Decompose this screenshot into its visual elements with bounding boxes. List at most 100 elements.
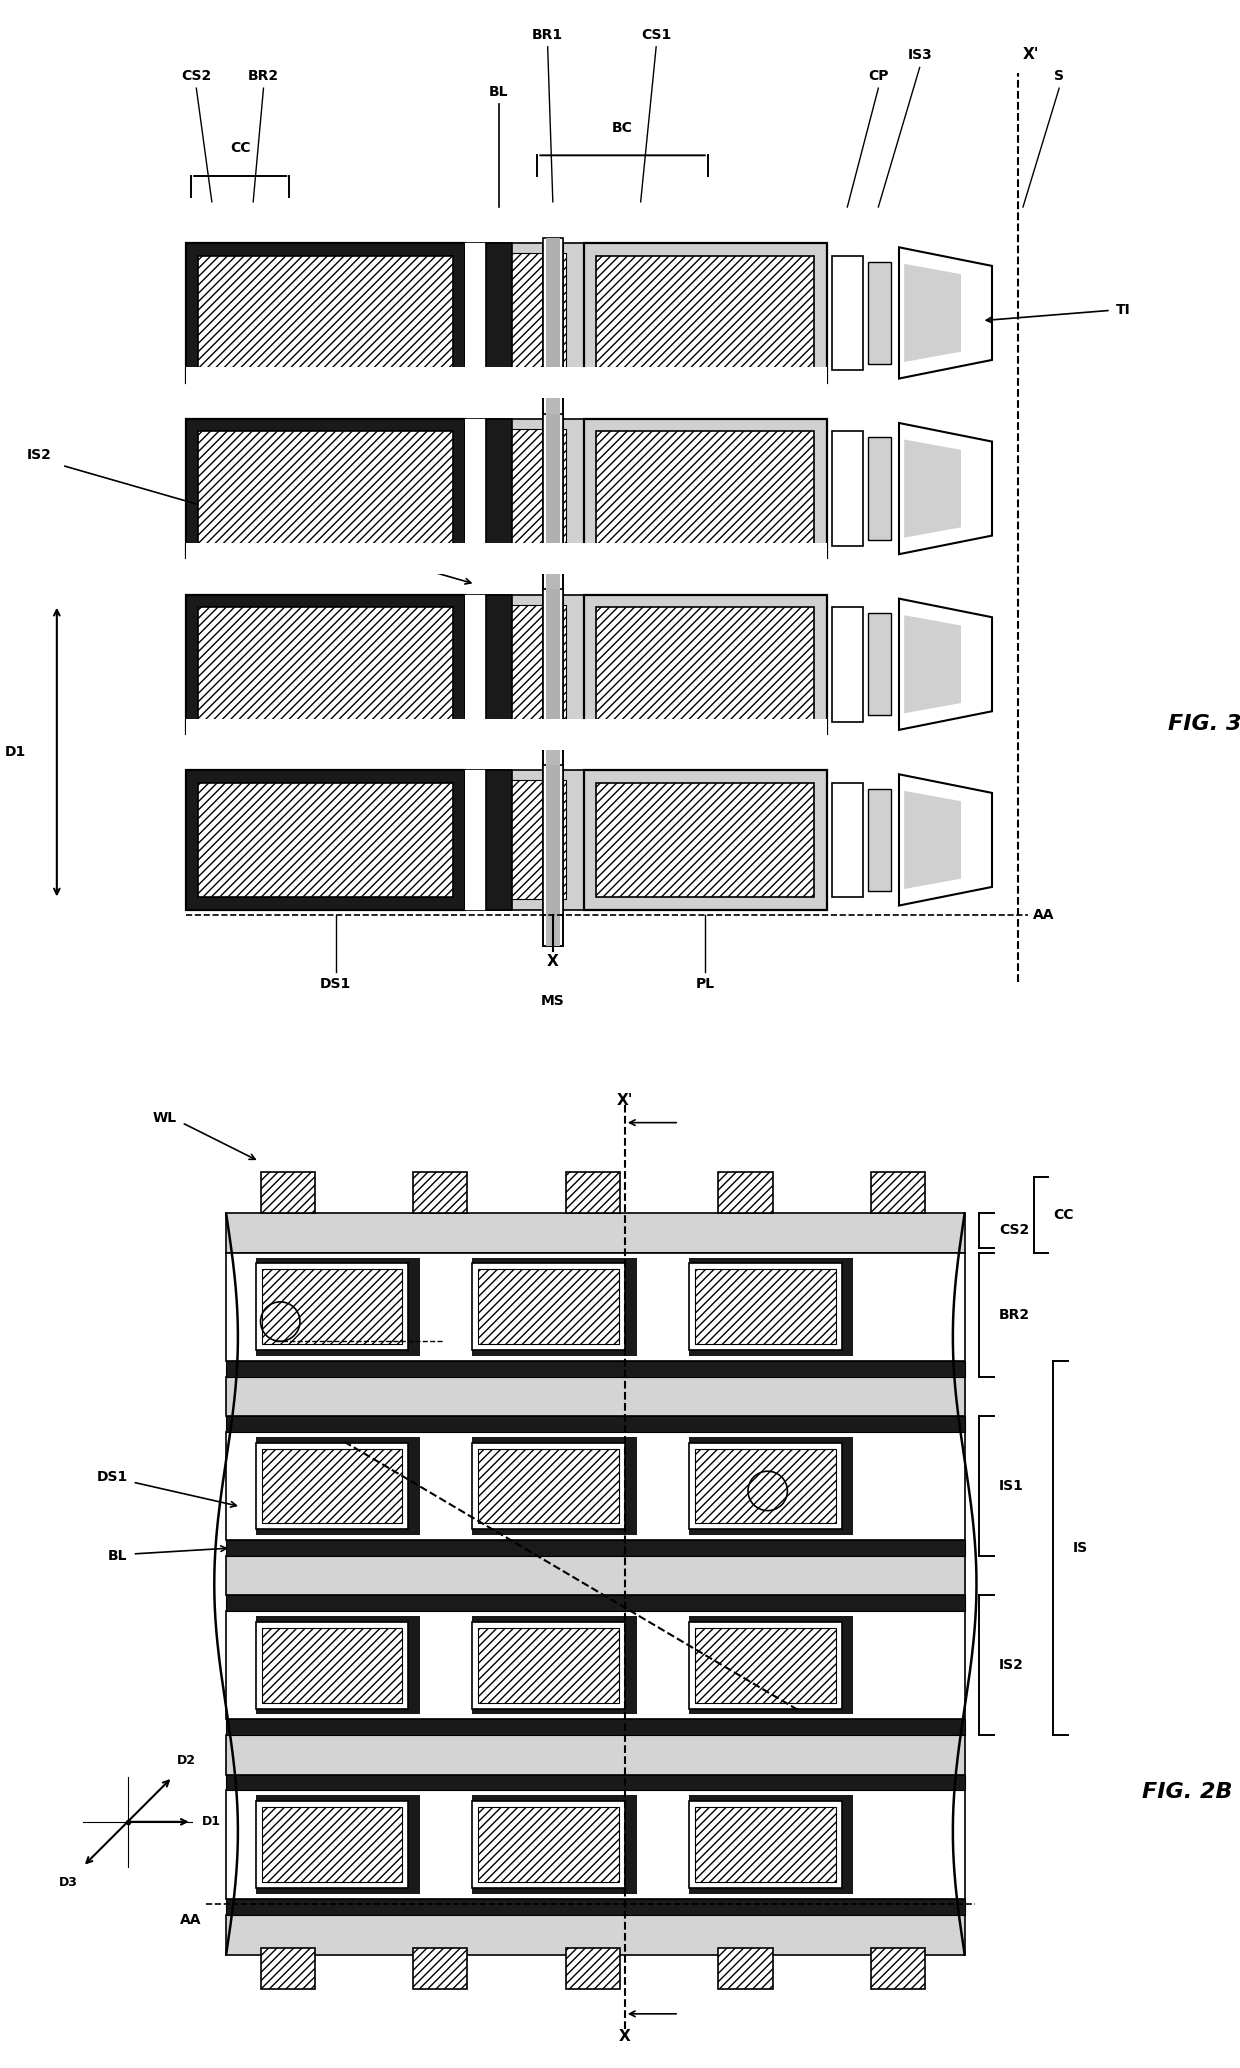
- Bar: [262, 1448, 402, 1524]
- Bar: [465, 420, 584, 558]
- Text: D2: D2: [177, 1754, 196, 1768]
- Text: IS: IS: [1073, 1541, 1089, 1555]
- Polygon shape: [899, 773, 992, 906]
- Bar: [262, 1807, 402, 1882]
- Text: BC: BC: [613, 120, 634, 134]
- Bar: [584, 420, 827, 558]
- Bar: [596, 432, 815, 546]
- Bar: [718, 1948, 773, 1989]
- Bar: [832, 432, 863, 546]
- Bar: [226, 1431, 965, 1541]
- Bar: [868, 788, 890, 891]
- Bar: [186, 734, 827, 749]
- Text: AA: AA: [1033, 908, 1055, 922]
- Bar: [486, 420, 511, 558]
- Bar: [472, 1615, 637, 1714]
- Text: BR2: BR2: [248, 68, 279, 83]
- Bar: [584, 769, 827, 910]
- Bar: [226, 1541, 965, 1555]
- Bar: [479, 1807, 619, 1882]
- Bar: [543, 244, 563, 945]
- Bar: [255, 1801, 408, 1888]
- Text: MS: MS: [541, 995, 564, 1009]
- Bar: [689, 1615, 853, 1714]
- Text: PL: PL: [696, 976, 714, 991]
- Text: S: S: [1054, 68, 1064, 83]
- Text: CC: CC: [229, 141, 250, 155]
- Bar: [694, 1270, 836, 1344]
- Bar: [546, 414, 560, 562]
- Text: FIG. 2B: FIG. 2B: [1142, 1783, 1233, 1803]
- Polygon shape: [904, 790, 961, 889]
- Bar: [486, 594, 511, 734]
- Bar: [413, 1173, 467, 1214]
- Bar: [465, 769, 584, 910]
- Bar: [260, 1948, 315, 1989]
- Text: BL: BL: [108, 1549, 128, 1563]
- Bar: [226, 1611, 965, 1719]
- Text: CP: CP: [868, 68, 889, 83]
- Bar: [226, 1253, 965, 1361]
- Bar: [465, 594, 486, 734]
- Bar: [198, 782, 453, 898]
- Text: X': X': [1023, 48, 1039, 62]
- Polygon shape: [899, 424, 992, 554]
- Bar: [255, 1264, 408, 1350]
- Text: CC: CC: [1053, 1208, 1074, 1222]
- Bar: [832, 782, 863, 898]
- Bar: [868, 263, 890, 364]
- Bar: [694, 1628, 836, 1702]
- Bar: [596, 606, 815, 722]
- Bar: [503, 604, 565, 724]
- Text: FIG. 3B: FIG. 3B: [1168, 713, 1240, 734]
- Bar: [868, 612, 890, 716]
- Bar: [226, 1791, 965, 1898]
- Bar: [565, 1173, 620, 1214]
- Bar: [262, 1628, 402, 1702]
- Bar: [543, 589, 563, 738]
- Bar: [465, 594, 584, 734]
- Bar: [260, 1173, 315, 1214]
- Text: TI: TI: [1116, 304, 1131, 316]
- Bar: [226, 1377, 965, 1417]
- Bar: [255, 1443, 408, 1530]
- Bar: [226, 1915, 965, 1954]
- Text: IS1: IS1: [999, 1479, 1024, 1493]
- Text: IS3: IS3: [908, 48, 932, 62]
- Polygon shape: [904, 440, 961, 538]
- Bar: [546, 589, 560, 738]
- Bar: [226, 1898, 965, 1915]
- Bar: [472, 1264, 625, 1350]
- Bar: [832, 606, 863, 722]
- Text: CS2: CS2: [181, 68, 212, 83]
- Text: D1: D1: [201, 1816, 221, 1828]
- Bar: [262, 1270, 402, 1344]
- Bar: [186, 769, 465, 910]
- Bar: [186, 368, 827, 399]
- Polygon shape: [899, 598, 992, 730]
- Bar: [689, 1795, 853, 1894]
- Bar: [186, 542, 827, 573]
- Bar: [694, 1807, 836, 1882]
- Bar: [186, 594, 465, 734]
- Bar: [465, 420, 486, 558]
- Bar: [198, 432, 453, 546]
- Bar: [872, 1173, 925, 1214]
- Bar: [198, 256, 453, 370]
- Bar: [689, 1443, 842, 1530]
- Bar: [486, 769, 511, 910]
- Bar: [226, 1555, 965, 1594]
- Bar: [543, 238, 563, 389]
- Bar: [472, 1621, 625, 1708]
- Bar: [546, 238, 560, 389]
- Bar: [255, 1621, 408, 1708]
- Text: CS1: CS1: [641, 27, 671, 41]
- Bar: [255, 1437, 420, 1534]
- Text: AA: AA: [180, 1913, 201, 1927]
- Bar: [584, 244, 827, 383]
- Text: WL: WL: [153, 1111, 177, 1125]
- Text: IS2: IS2: [999, 1659, 1024, 1673]
- Text: DS1: DS1: [320, 976, 351, 991]
- Bar: [486, 244, 511, 383]
- Text: D3: D3: [60, 1876, 78, 1890]
